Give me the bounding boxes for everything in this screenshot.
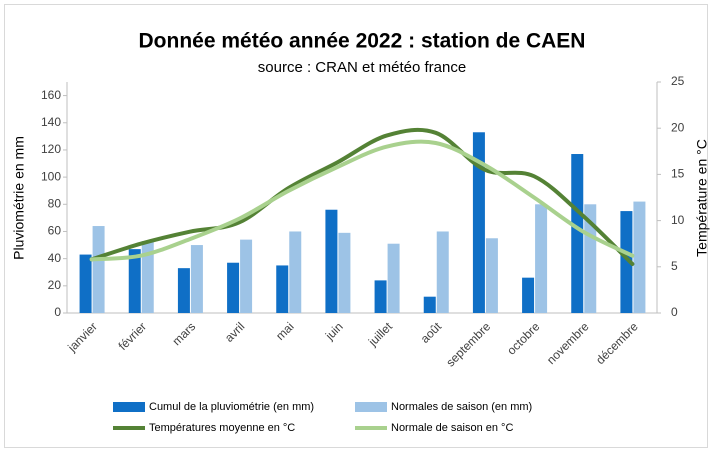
bar [92, 226, 105, 313]
bar [141, 240, 154, 313]
bar [325, 209, 338, 313]
y-tick-label: 60 [48, 224, 62, 238]
bar [485, 238, 498, 313]
y-tick-label: 0 [54, 305, 61, 319]
y2-tick-label: 5 [671, 259, 678, 273]
legend-label: Températures moyenne en °C [149, 422, 295, 434]
bar [633, 201, 646, 313]
chart-subtitle: source : CRAN et météo france [258, 59, 466, 76]
y2-tick-label: 15 [671, 167, 685, 181]
legend-swatch [355, 402, 387, 412]
y2-tick-label: 25 [671, 74, 685, 88]
bar [240, 239, 253, 313]
bar [423, 296, 436, 313]
bar [79, 254, 92, 313]
bar [276, 265, 289, 313]
y-tick-label: 40 [48, 251, 62, 265]
line [89, 127, 635, 267]
bar [535, 204, 548, 313]
bar [522, 277, 535, 313]
bar [472, 132, 485, 313]
bar [387, 243, 400, 313]
bar [584, 204, 597, 313]
chart-title: Donnée météo année 2022 : station de CAE… [139, 30, 586, 53]
bar [620, 211, 633, 313]
y2-tick-label: 10 [671, 213, 685, 227]
y-tick-label: 120 [41, 142, 61, 156]
bar [374, 280, 387, 313]
bar [190, 245, 203, 313]
y-tick-label: 80 [48, 196, 62, 210]
legend-label: Normale de saison en °C [391, 422, 513, 434]
y-tick-label: 100 [41, 169, 61, 183]
bar [227, 262, 240, 313]
line [89, 139, 635, 262]
legend-swatch [113, 402, 145, 412]
bar [177, 268, 190, 313]
bar [338, 232, 351, 313]
legend-label: Normales de saison (en mm) [391, 401, 532, 413]
y2-tick-label: 0 [671, 305, 678, 319]
y-tick-label: 140 [41, 115, 61, 129]
legend-label: Cumul de la pluviométrie (en mm) [149, 401, 314, 413]
y-tick-label: 20 [48, 278, 62, 292]
bar [289, 231, 302, 313]
y-axis-label: Pluviométrie en mm [11, 136, 27, 260]
y2-axis-label: Température en °C [694, 139, 710, 257]
bar [128, 249, 141, 313]
y2-tick-label: 20 [671, 120, 685, 134]
y-tick-label: 160 [41, 88, 61, 102]
bar [436, 231, 449, 313]
bar [571, 154, 584, 313]
